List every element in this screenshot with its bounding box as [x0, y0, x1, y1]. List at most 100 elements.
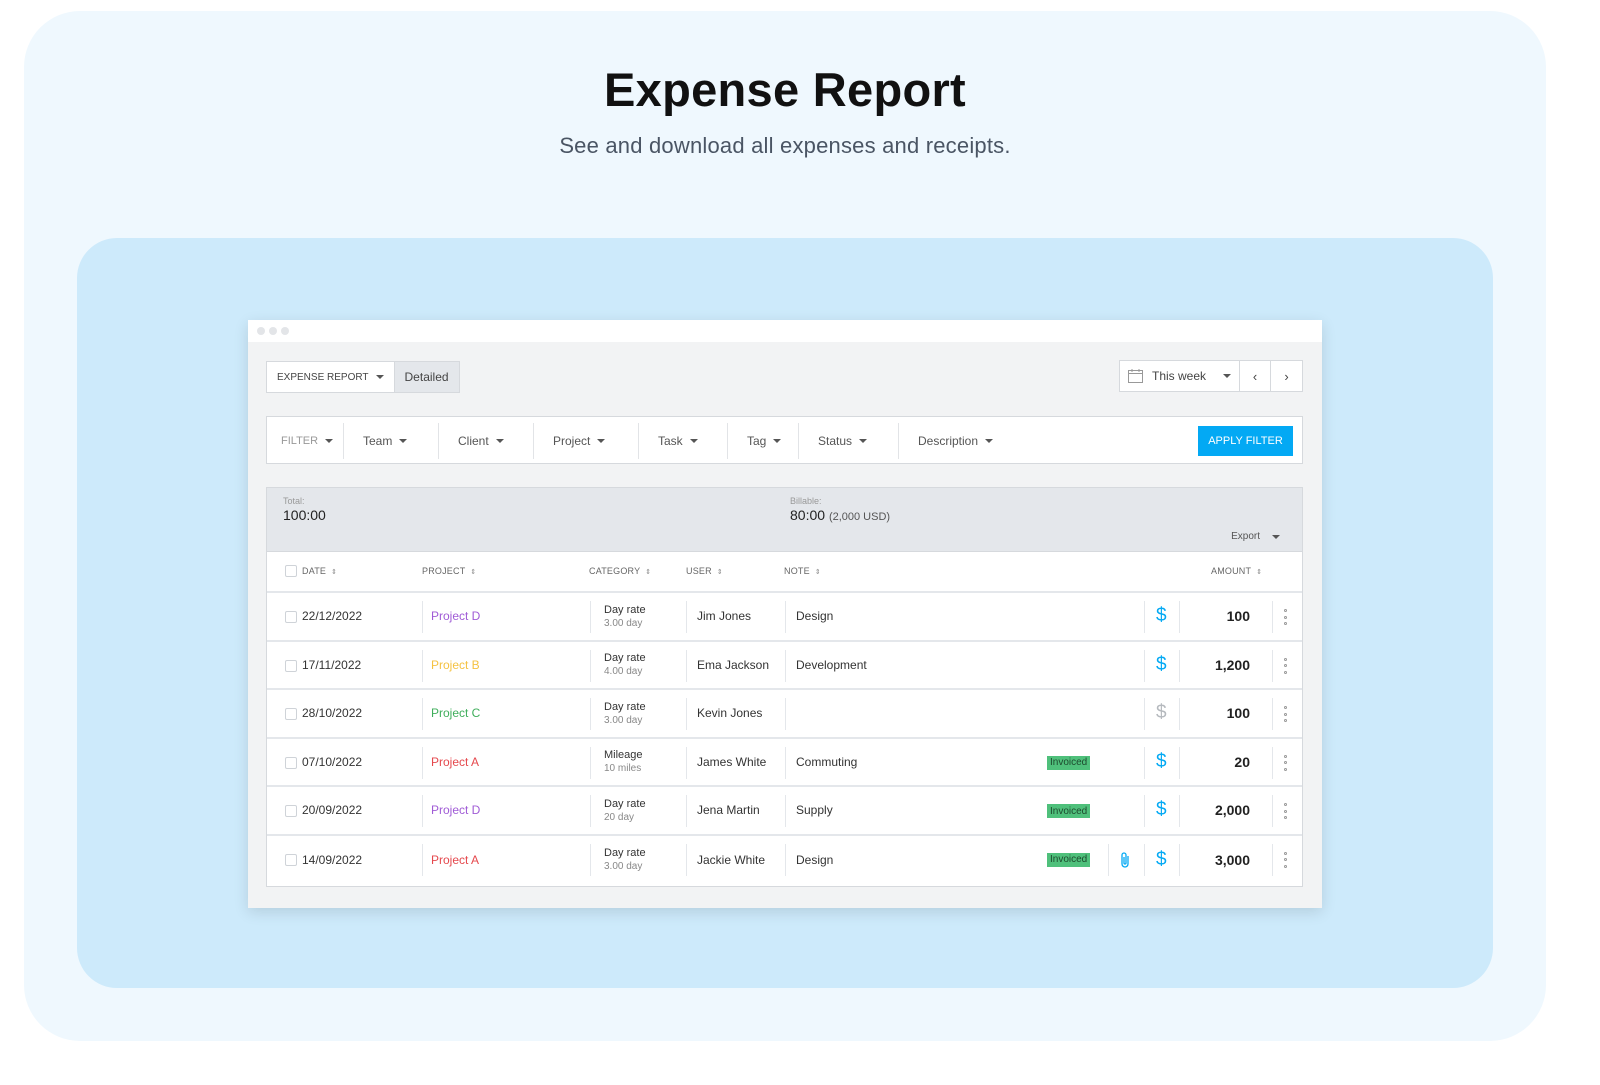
select-all-checkbox[interactable] [285, 565, 297, 577]
column-divider [422, 698, 423, 730]
category-name: Day rate [604, 603, 646, 616]
row-checkbox[interactable] [285, 805, 297, 817]
report-type-label: EXPENSE REPORT [277, 371, 369, 383]
more-vertical-icon[interactable] [1283, 609, 1287, 625]
sort-icon: ⇕ [645, 569, 652, 576]
billable-dollar-icon[interactable]: $ [1156, 750, 1167, 772]
category-column-header[interactable]: CATEGORY ⇕ [589, 566, 651, 576]
row-note: Commuting [796, 754, 858, 769]
export-dropdown[interactable]: Export [1231, 531, 1280, 542]
billable-dollar-icon[interactable]: $ [1156, 848, 1167, 870]
row-checkbox[interactable] [285, 708, 297, 720]
filter-dropdown[interactable]: FILTER [267, 423, 344, 459]
detailed-view-button[interactable]: Detailed [394, 362, 459, 392]
row-project[interactable]: Project A [431, 852, 480, 867]
row-project[interactable]: Project D [431, 609, 481, 624]
invoiced-badge: Invoiced [1047, 755, 1091, 770]
sort-icon: ⇕ [716, 569, 723, 576]
billable-dollar-icon[interactable]: $ [1156, 653, 1167, 675]
caret-down-icon [375, 375, 384, 379]
task-filter[interactable]: Task [639, 423, 728, 459]
row-date: 07/10/2022 [302, 754, 363, 769]
table-row[interactable]: 14/09/2022 Project A Day rate 3.00 day Jacki… [267, 836, 1302, 885]
row-category: Day rate 4.00 day [604, 642, 646, 689]
column-divider [1179, 649, 1180, 682]
amount-column-header[interactable]: AMOUNT ⇕ [1211, 566, 1262, 576]
billable-dollar-icon[interactable]: $ [1156, 702, 1167, 724]
project-filter-label: Project [553, 434, 591, 448]
status-filter[interactable]: Status [799, 423, 899, 459]
column-divider [785, 746, 786, 779]
row-date: 28/10/2022 [302, 706, 363, 721]
row-date: 17/11/2022 [302, 657, 362, 672]
date-range-dropdown[interactable]: This week [1120, 361, 1240, 391]
row-user: Jim Jones [697, 609, 752, 624]
column-divider [422, 843, 423, 876]
row-note: Development [796, 657, 867, 672]
row-project[interactable]: Project B [431, 657, 480, 672]
table-row[interactable]: 28/10/2022 Project C Day rate 3.00 day Kevin… [267, 690, 1302, 739]
table-row[interactable]: 22/12/2022 Project D Day rate 3.00 day Jim J… [267, 593, 1302, 642]
column-divider [1179, 746, 1180, 779]
billable-dollar-icon[interactable]: $ [1156, 799, 1167, 821]
date-range-group: This week ‹ › [1119, 360, 1303, 392]
column-divider [590, 601, 591, 633]
page-subtitle: See and download all expenses and receip… [559, 133, 1011, 158]
column-divider [590, 649, 591, 682]
row-checkbox[interactable] [285, 756, 297, 769]
more-vertical-icon[interactable] [1283, 803, 1287, 819]
row-note: Design [796, 852, 834, 867]
column-divider [1144, 843, 1145, 876]
caret-down-icon [399, 439, 408, 443]
column-divider [785, 601, 786, 633]
column-divider [1272, 746, 1273, 779]
row-checkbox[interactable] [285, 659, 297, 672]
project-filter[interactable]: Project [534, 423, 639, 459]
sort-icon: ⇕ [470, 569, 477, 576]
more-vertical-icon[interactable] [1283, 706, 1287, 722]
row-amount: 2,000 [1214, 802, 1250, 819]
client-filter[interactable]: Client [439, 423, 534, 459]
row-category: Day rate 3.00 day [604, 836, 646, 885]
table-row[interactable]: 07/10/2022 Project A Mileage 10 miles James … [267, 739, 1302, 787]
row-project[interactable]: Project C [431, 706, 481, 721]
note-column-header[interactable]: NOTE ⇕ [784, 566, 821, 576]
apply-filter-button[interactable]: APPLY FILTER [1198, 426, 1293, 456]
expense-table: DATE ⇕ PROJECT ⇕ CATEGORY ⇕ USER ⇕ NOTE ⇕ AMO… [266, 551, 1303, 887]
team-filter[interactable]: Team [344, 423, 439, 459]
row-project[interactable]: Project D [431, 803, 481, 818]
caret-down-icon [495, 439, 504, 443]
user-header-label: USER [686, 566, 712, 576]
status-filter-label: Status [818, 434, 853, 448]
date-column-header[interactable]: DATE ⇕ [302, 566, 337, 576]
row-checkbox[interactable] [285, 853, 297, 866]
caret-down-icon [597, 439, 606, 443]
previous-period-button[interactable]: ‹ [1240, 361, 1271, 391]
row-project[interactable]: Project A [431, 754, 480, 769]
column-divider [1179, 698, 1180, 730]
report-type-dropdown[interactable]: EXPENSE REPORT [267, 362, 395, 392]
table-row[interactable]: 20/09/2022 Project D Day rate 20 day Jena Ma… [267, 787, 1302, 836]
paperclip-icon[interactable] [1120, 851, 1130, 869]
row-amount: 20 [1234, 753, 1250, 770]
billable-value: 80:00 [790, 507, 826, 523]
column-divider [422, 795, 423, 827]
user-column-header[interactable]: USER ⇕ [686, 566, 723, 576]
description-filter[interactable]: Description [899, 423, 1019, 459]
detailed-view-label: Detailed [404, 370, 449, 384]
billable-dollar-icon[interactable]: $ [1156, 605, 1167, 627]
more-vertical-icon[interactable] [1283, 851, 1287, 868]
category-name: Mileage [604, 749, 643, 762]
column-divider [1144, 746, 1145, 779]
column-divider [590, 843, 591, 876]
row-checkbox[interactable] [285, 611, 297, 623]
tag-filter[interactable]: Tag [728, 423, 799, 459]
column-divider [1272, 649, 1273, 682]
billable-label: Billable: [790, 496, 822, 506]
more-vertical-icon[interactable] [1283, 657, 1287, 674]
project-column-header[interactable]: PROJECT ⇕ [422, 566, 476, 576]
next-period-button[interactable]: › [1271, 361, 1302, 391]
category-quantity: 20 day [604, 811, 635, 823]
more-vertical-icon[interactable] [1283, 754, 1287, 771]
table-row[interactable]: 17/11/2022 Project B Day rate 4.00 day Ema J… [267, 642, 1302, 690]
